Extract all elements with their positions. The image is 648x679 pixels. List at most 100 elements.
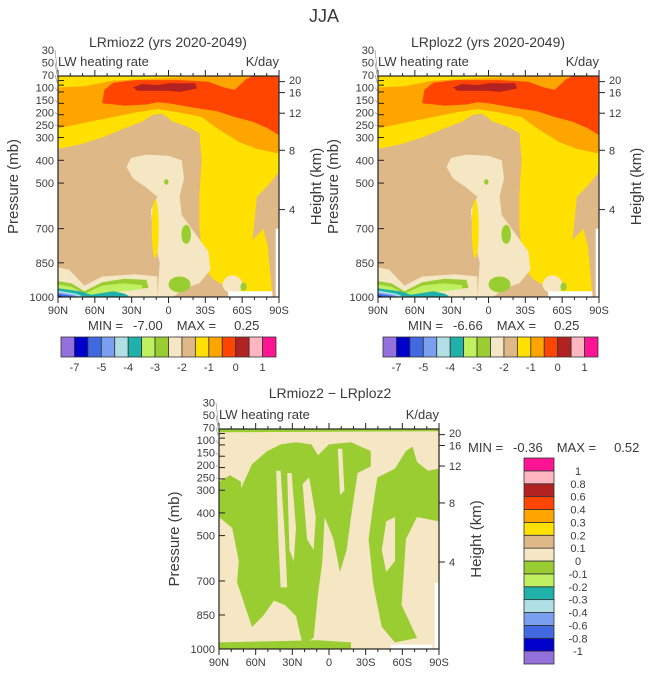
colorbar-label: -7 (70, 362, 80, 374)
left-string: LW heating rate (58, 54, 149, 69)
y-tick-leader (54, 124, 59, 127)
colorbar-label: 0 (555, 362, 561, 374)
y-tick-leader (374, 49, 379, 77)
colorbar-box (87, 336, 102, 358)
colorbar-box (570, 336, 585, 358)
max-label: MAX = (497, 318, 536, 333)
colorbar-box (154, 336, 169, 358)
x-tick-label: 60N (85, 305, 105, 317)
x-tick-label: 30N (122, 305, 142, 317)
y-tick-leader (215, 427, 220, 439)
height-tick-label: 4 (289, 205, 295, 217)
contour-region (181, 224, 191, 244)
colorbar-box (74, 336, 89, 358)
colorbar-box (523, 547, 555, 562)
contour-region (219, 640, 351, 649)
y-tick-label: 150 (356, 95, 374, 107)
contour-region (501, 224, 511, 244)
x-tick-label: 30N (282, 657, 302, 669)
y-tick-label: 300 (36, 133, 54, 145)
max-label: MAX = (177, 318, 216, 333)
x-tick-label: 0 (165, 305, 171, 317)
contour-region (368, 446, 439, 643)
height-axis-label: Height (km) (468, 500, 485, 578)
colorbar-box (490, 336, 505, 358)
colorbar-label: -1 (573, 646, 583, 658)
y-tick-label: 850 (36, 258, 54, 270)
contour-region (151, 199, 159, 259)
y-tick-label: 30 (362, 45, 374, 57)
height-tick-label: 4 (609, 205, 615, 217)
colorbar-box (127, 336, 143, 358)
contour-region (252, 171, 279, 297)
colorbar-box (523, 560, 555, 575)
colorbar-box (523, 496, 555, 510)
y-tick-label: 1000 (191, 644, 215, 656)
contour-region (378, 76, 533, 88)
colorbar-box (523, 624, 555, 639)
colorbar-label: -4 (445, 362, 455, 374)
contour-region (276, 470, 288, 588)
height-axis-label: Height (km) (308, 148, 325, 226)
y-tick-label: 1000 (30, 292, 54, 304)
colorbar-box (557, 336, 572, 358)
y-tick-label: 30 (42, 45, 54, 57)
y-tick-label: 400 (36, 155, 54, 167)
contour-region (453, 83, 518, 92)
height-tick-label: 12 (449, 461, 461, 473)
colorbar-box (208, 336, 223, 358)
y-tick-leader (374, 87, 379, 93)
contour-region (572, 171, 599, 297)
max-label: MAX = (557, 440, 596, 455)
panel-title: LRmioz2 − LRploz2 (269, 385, 392, 401)
y-tick-label: 500 (197, 531, 215, 543)
colorbar-label: -0.3 (569, 595, 588, 607)
contour-region (548, 291, 593, 297)
colorbar: -7 -5 -4 -3 -2 -1 0 1 (382, 336, 599, 374)
colorbar-box (436, 336, 451, 358)
y-tick-label: 250 (36, 120, 54, 132)
y-tick-leader (54, 87, 59, 93)
height-tick-label: 8 (449, 498, 455, 510)
y-axis-label: Pressure (mb) (5, 139, 22, 234)
contour-region (219, 517, 239, 588)
contour-field (378, 76, 599, 297)
height-tick-label: 20 (289, 75, 301, 87)
colorbar-label: 0 (233, 362, 239, 374)
colorbar-box (523, 599, 555, 613)
y-tick-label: 50 (42, 58, 54, 70)
panel-2: LRmioz2 − LRploz2 LW heating rate K/day 90N… (166, 385, 639, 669)
contour-region (228, 291, 273, 297)
colorbar-label: 0.3 (570, 517, 585, 529)
x-tick-label: 60N (405, 305, 425, 317)
y-tick-label: 150 (197, 448, 215, 460)
x-tick-label: 60S (552, 305, 572, 317)
colorbar-label: 0.8 (570, 479, 585, 491)
contour-region (381, 517, 395, 572)
height-tick-label: 4 (449, 557, 455, 569)
min-label: MIN = (88, 318, 123, 333)
y-tick-label: 300 (197, 485, 215, 497)
colorbar-box (523, 650, 555, 665)
y-tick-label: 500 (356, 178, 374, 190)
y-tick-label: 400 (356, 155, 374, 167)
y-tick-leader (54, 99, 59, 104)
height-tick-label: 8 (609, 145, 615, 157)
y-tick-label: 100 (36, 83, 54, 95)
x-tick-label: 0 (485, 305, 491, 317)
y-tick-label: 700 (197, 576, 215, 588)
contour-region (168, 276, 191, 293)
colorbar: -7 -5 -4 -3 -2 -1 0 1 (60, 336, 277, 374)
colorbar-label: 0.4 (570, 505, 585, 517)
colorbar-box (396, 336, 411, 358)
y-tick-leader (215, 402, 220, 430)
contour-region (133, 83, 198, 92)
min-max-line: MIN = -7.00 MAX = 0.25 (88, 318, 259, 333)
y-tick-label: 70 (203, 423, 215, 435)
colorbar-label: -0.1 (569, 569, 588, 581)
colorbar-box (221, 336, 237, 358)
colorbar-label: -3 (472, 362, 482, 374)
y-tick-label: 30 (203, 398, 215, 410)
left-string: LW heating rate (378, 54, 469, 69)
